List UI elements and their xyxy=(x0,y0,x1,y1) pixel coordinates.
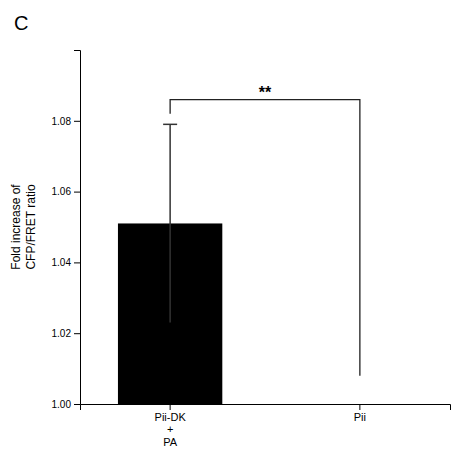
chart: 1.00 1.02 1.04 1.06 1.08 Pii-DK+PA Pii ** Fold i… xyxy=(0,0,474,474)
y-tick: 1.00 xyxy=(52,399,80,410)
y-axis-line xyxy=(74,51,81,405)
x-tick: Pii xyxy=(354,404,366,423)
y-tick: 1.08 xyxy=(52,116,80,127)
significance-bracket xyxy=(170,100,360,376)
x-tick-label: Pii-DK+PA xyxy=(155,411,187,448)
y-tick-mark xyxy=(74,192,80,193)
x-tick-mark xyxy=(170,404,171,410)
y-tick-mark xyxy=(74,404,80,405)
y-tick-mark xyxy=(74,333,80,334)
y-tick-mark xyxy=(74,121,80,122)
y-tick-label: 1.04 xyxy=(52,257,72,268)
y-tick: 1.06 xyxy=(52,186,80,197)
error-bar-stem xyxy=(169,124,171,322)
title: C xyxy=(14,12,28,34)
y-tick-label: 1.08 xyxy=(52,116,72,127)
error-bar-cap xyxy=(163,124,177,126)
y-axis-title: Fold increase ofCFP/FRET ratio xyxy=(9,184,38,270)
x-axis-line xyxy=(81,405,451,411)
x-tick-mark xyxy=(359,404,360,410)
y-tick-label: 1.06 xyxy=(52,186,72,197)
significance-label: ** xyxy=(259,84,272,101)
y-tick-mark xyxy=(74,262,80,263)
plot: 1.00 1.02 1.04 1.06 1.08 Pii-DK+PA Pii ** Fold i… xyxy=(9,51,450,474)
x-axis: Pii-DK+PA Pii xyxy=(81,404,451,448)
marks xyxy=(118,100,360,404)
y-axis: 1.00 1.02 1.04 1.06 1.08 xyxy=(52,51,81,410)
y-tick: 1.02 xyxy=(52,328,80,339)
x-tick-label: Pii xyxy=(354,411,366,423)
y-tick-label: 1.00 xyxy=(52,399,72,410)
y-tick-label: 1.02 xyxy=(52,328,72,339)
x-tick: Pii-DK+PA xyxy=(155,404,187,448)
y-tick: 1.04 xyxy=(52,257,80,268)
error-bar xyxy=(163,124,177,322)
